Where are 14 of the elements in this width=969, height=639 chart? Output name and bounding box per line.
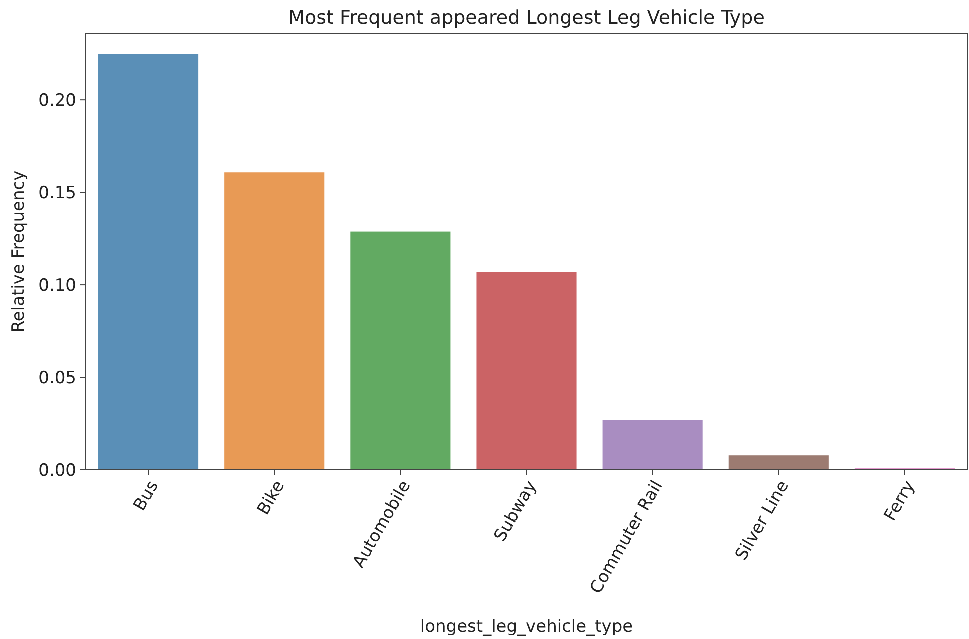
bar — [476, 272, 578, 470]
chart-title: Most Frequent appeared Longest Leg Vehicle Type — [288, 7, 765, 29]
bar — [98, 53, 200, 470]
bar — [224, 172, 326, 470]
bar — [350, 231, 452, 470]
y-tick-label: 0.05 — [38, 368, 76, 388]
y-tick-label: 0.20 — [38, 91, 76, 112]
y-tick-label: 0.00 — [38, 460, 76, 481]
x-axis-title: longest_leg_vehicle_type — [420, 617, 634, 637]
y-tick-label: 0.15 — [38, 184, 76, 204]
y-axis-title: Relative Frequency — [9, 170, 29, 333]
bar — [602, 420, 704, 470]
y-tick-label: 0.10 — [38, 276, 76, 296]
bar — [728, 454, 830, 470]
